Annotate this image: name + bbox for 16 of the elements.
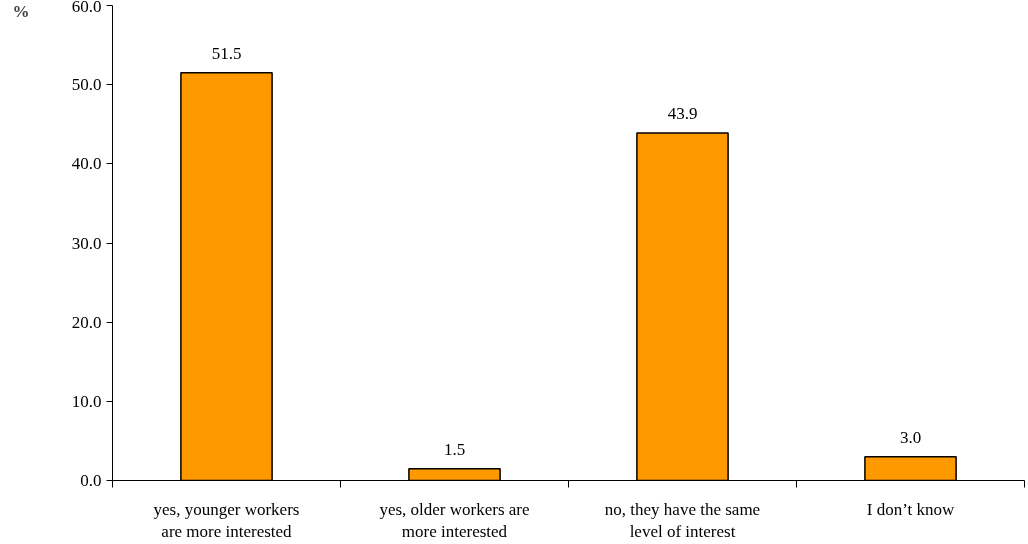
data-label: 3.0 — [899, 427, 922, 447]
y-tick-label: 30.0 — [71, 233, 102, 253]
y-axis-title: % — [12, 1, 30, 21]
y-tick-label: 40.0 — [71, 154, 102, 174]
x-tick-label: yes, older workers are more interested — [379, 499, 530, 542]
y-tick-label: 20.0 — [71, 312, 102, 332]
data-label: 51.5 — [211, 43, 242, 63]
x-tick-label: I don’t know — [866, 499, 955, 519]
data-label: 43.9 — [667, 103, 698, 123]
y-tick-label: 10.0 — [71, 391, 102, 411]
x-tick-label: yes, younger workers are more interested — [153, 499, 300, 542]
y-tick-label: 0.0 — [80, 471, 102, 490]
y-tick-label: 60.0 — [71, 0, 102, 16]
y-tick-label: 50.0 — [71, 75, 102, 95]
data-label: 1.5 — [443, 439, 466, 459]
x-tick-label: no, they have the same level of interest — [604, 499, 761, 542]
